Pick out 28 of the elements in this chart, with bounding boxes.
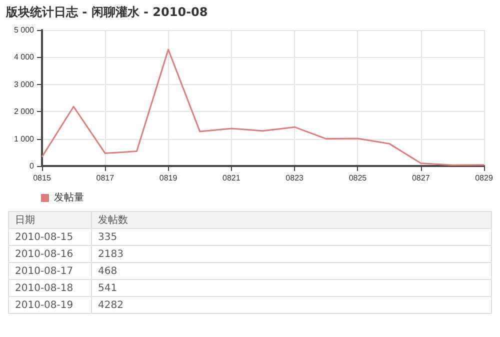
x-tick-label: 0827 xyxy=(412,174,430,182)
y-tick-label: 5 000 xyxy=(14,26,35,34)
category-label: 2010-08-15 xyxy=(8,228,92,246)
chart-title: 版块统计日志 - 闲聊灌水 - 2010-08 xyxy=(6,4,208,21)
x-tick-label: 0821 xyxy=(222,174,241,182)
text: 日期 xyxy=(8,212,92,228)
x-tick-label: 0829 xyxy=(475,174,494,182)
x-tick-label: 0817 xyxy=(96,174,115,182)
text: 2183 xyxy=(98,248,124,260)
category-label: 2010-08-19 xyxy=(8,296,92,314)
category-label: 2010-08-18 xyxy=(8,280,92,296)
category-label: 2010-08-17 xyxy=(8,262,92,280)
text: 335 xyxy=(98,232,118,242)
text: 468 xyxy=(98,266,118,276)
text: 541 xyxy=(98,282,118,294)
x-tick-label: 0825 xyxy=(348,174,368,182)
x-tick-label: 0815 xyxy=(33,174,52,182)
legend-label: 发帖量 xyxy=(54,192,84,204)
y-tick-label: 1 000 xyxy=(14,134,35,144)
y-tick-label: 0 xyxy=(30,162,35,170)
y-tick-label: 3 000 xyxy=(14,80,35,89)
x-tick-label: 0819 xyxy=(159,174,178,182)
y-tick-label: 2 000 xyxy=(14,107,35,116)
text: 发帖数 xyxy=(92,212,492,228)
y-tick-label: 4 000 xyxy=(14,52,35,62)
x-tick-label: 0823 xyxy=(286,174,304,182)
category-label: 2010-08-16 xyxy=(8,246,92,262)
text: 4282 xyxy=(98,300,124,310)
